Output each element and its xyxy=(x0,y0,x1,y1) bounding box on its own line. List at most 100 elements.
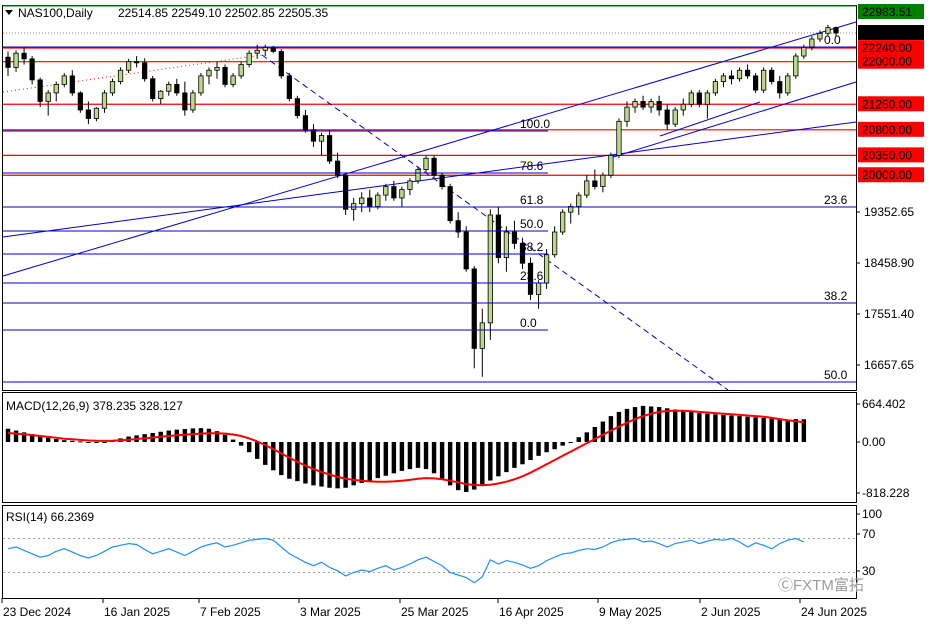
bull-candle xyxy=(648,101,654,108)
bear-candle xyxy=(640,101,646,108)
bull-candle xyxy=(704,92,710,105)
bull-candle xyxy=(125,61,132,71)
price-marker: 22240.00 xyxy=(862,41,912,55)
bull-candle xyxy=(672,109,678,125)
macd-histogram-bar xyxy=(689,411,694,442)
bull-candle xyxy=(214,66,220,71)
bear-candle xyxy=(728,75,735,80)
fib-label: 50.0 xyxy=(520,217,544,231)
bull-candle xyxy=(166,84,172,92)
bear-candle xyxy=(5,56,11,68)
price-marker-bg xyxy=(858,167,924,183)
time-axis: 23 Dec 2024 16 Jan 2025 7 Feb 2025 3 Mar 20… xyxy=(1,598,867,619)
macd-histogram-bar xyxy=(496,442,501,477)
macd-histogram-bar xyxy=(351,442,356,486)
bull-candle xyxy=(688,92,694,105)
price-tick-label: 18458.90 xyxy=(864,256,914,270)
bear-candle xyxy=(134,61,140,64)
bear-candle xyxy=(310,129,317,142)
macd-histogram-bar xyxy=(415,442,421,468)
macd-histogram-bar xyxy=(584,432,590,442)
macd-histogram-bar xyxy=(319,442,324,487)
bull-candle xyxy=(720,75,727,82)
price-tick-label: 19352.65 xyxy=(864,205,914,219)
macd-histogram-bar xyxy=(729,415,734,442)
bear-candle xyxy=(150,78,156,100)
bull-candle xyxy=(568,206,574,213)
bull-candle xyxy=(423,157,429,170)
macd-histogram-bar xyxy=(761,417,766,442)
bear-candle xyxy=(343,174,349,210)
macd-histogram-bar xyxy=(254,442,260,459)
macd-histogram-bar xyxy=(70,440,75,442)
bear-candle xyxy=(471,268,477,349)
bear-candle xyxy=(833,27,839,34)
macd-histogram-bar xyxy=(544,442,549,453)
bull-candle xyxy=(351,203,357,210)
bear-candle xyxy=(495,214,501,258)
bull-candle xyxy=(680,103,686,111)
bear-candle xyxy=(37,79,43,102)
price-marker: 21250.00 xyxy=(862,97,912,111)
time-tick-label: 2 Jun 2025 xyxy=(701,605,761,619)
bull-candle xyxy=(399,189,405,199)
macd-histogram-bar xyxy=(62,440,67,442)
macd-histogram-bar xyxy=(190,428,196,442)
bear-candle xyxy=(326,135,333,162)
bull-candle xyxy=(230,75,236,85)
symbol-timeframe[interactable]: NAS100,Daily xyxy=(18,6,93,20)
bull-candle xyxy=(318,135,325,142)
macd-histogram-bar xyxy=(576,437,581,442)
bull-candle xyxy=(45,92,51,102)
macd-histogram-bar xyxy=(753,417,758,442)
bear-candle xyxy=(391,186,397,199)
bull-candle xyxy=(552,231,558,256)
macd-histogram-bar xyxy=(246,442,252,453)
macd-histogram-bar xyxy=(488,442,493,481)
drawing-objects xyxy=(2,5,857,391)
price-marker: 22000.00 xyxy=(862,55,912,69)
price-tick-label: 16657.65 xyxy=(864,358,914,372)
macd-histogram-bar xyxy=(737,416,742,442)
macd-histogram-bar xyxy=(13,430,19,442)
macd-scale-label: 0.00 xyxy=(862,435,886,449)
macd-histogram-bar xyxy=(271,442,276,471)
minor-trend-line xyxy=(659,101,761,137)
bear-candle xyxy=(696,92,702,105)
bear-candle xyxy=(664,109,670,125)
bull-candle xyxy=(809,38,815,48)
bear-candle xyxy=(431,157,437,176)
macd-histogram-bar xyxy=(375,442,380,479)
price-marker: 20000.00 xyxy=(862,168,912,182)
bull-candle xyxy=(190,92,196,111)
macd-histogram-bar xyxy=(37,435,43,442)
macd-histogram-bar xyxy=(391,442,397,474)
bull-candle xyxy=(608,154,614,176)
macd-histogram-bar xyxy=(769,418,774,442)
bear-candle xyxy=(302,115,309,131)
bull-candle xyxy=(109,81,116,94)
fib-label: 78.6 xyxy=(520,159,544,173)
bull-candle xyxy=(238,64,244,77)
macd-histogram-bar xyxy=(785,419,790,442)
bear-candle xyxy=(463,231,469,270)
bull-candle xyxy=(535,282,542,295)
bull-candle xyxy=(101,92,108,109)
bull-candle xyxy=(13,52,19,68)
macd-histogram-bar xyxy=(528,442,533,461)
downtrend-dashed-line xyxy=(261,54,729,391)
time-tick-label: 24 Jun 2025 xyxy=(801,605,867,619)
bear-candle xyxy=(511,231,518,244)
bull-candle xyxy=(543,254,550,284)
bear-candle xyxy=(447,186,453,222)
fibonacci-levels: 161.8 100.0 78.6 61.8 50.0 38.2 23.6 0.0 0.0 23.6… xyxy=(3,0,856,383)
macd-histogram-bar xyxy=(472,442,477,490)
fib2-label: 38.2 xyxy=(824,289,848,303)
bear-candle xyxy=(519,242,526,264)
macd-histogram-bar xyxy=(279,442,284,476)
symbol-dropdown-icon[interactable] xyxy=(5,10,13,15)
macd-histogram-bar xyxy=(464,442,469,492)
macd-panel-frame xyxy=(2,392,857,503)
price-candles xyxy=(5,24,839,377)
time-tick-label: 7 Feb 2025 xyxy=(200,605,261,619)
